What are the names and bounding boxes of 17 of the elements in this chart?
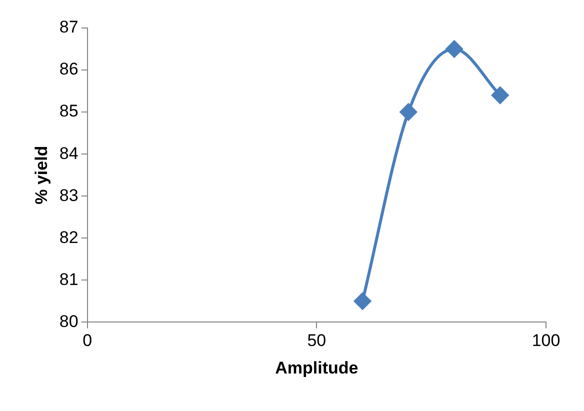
point	[446, 40, 463, 58]
y-tick-label: 85	[59, 102, 78, 121]
point	[354, 292, 372, 310]
y-tick-label: 83	[59, 186, 78, 205]
x-tick-label: 50	[307, 331, 326, 350]
x-tick-label: 0	[82, 331, 92, 350]
y-tick-label: 84	[59, 144, 78, 163]
y-tick-label: 87	[59, 18, 78, 37]
y-tick-label: 86	[59, 60, 78, 79]
point	[400, 104, 417, 121]
x-tick-label: 100	[532, 331, 560, 350]
point	[492, 86, 509, 104]
y-axis-title: % yield	[32, 146, 51, 204]
y-tick-label: 80	[59, 312, 78, 331]
x-axis-title: Amplitude	[275, 358, 358, 378]
y-tick-label: 82	[59, 228, 78, 247]
y-tick-label: 81	[59, 270, 78, 289]
